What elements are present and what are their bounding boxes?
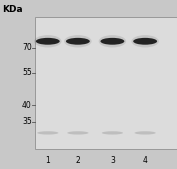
Text: 55: 55 — [22, 68, 32, 77]
Text: KDa: KDa — [2, 5, 22, 14]
Text: 35: 35 — [22, 117, 32, 126]
Ellipse shape — [64, 35, 92, 47]
Ellipse shape — [135, 131, 156, 135]
FancyBboxPatch shape — [35, 17, 177, 149]
Text: 70: 70 — [22, 43, 32, 52]
Text: 40: 40 — [22, 101, 32, 110]
Ellipse shape — [34, 35, 62, 47]
Ellipse shape — [133, 38, 157, 45]
Text: 2: 2 — [76, 156, 80, 165]
Text: 1: 1 — [45, 156, 50, 165]
Text: 4: 4 — [143, 156, 148, 165]
Ellipse shape — [100, 38, 124, 45]
Ellipse shape — [102, 131, 123, 135]
Ellipse shape — [66, 38, 90, 45]
Ellipse shape — [67, 131, 88, 135]
Ellipse shape — [37, 131, 58, 135]
Ellipse shape — [36, 38, 60, 45]
Text: 3: 3 — [110, 156, 115, 165]
Ellipse shape — [99, 35, 126, 47]
Ellipse shape — [131, 35, 159, 47]
